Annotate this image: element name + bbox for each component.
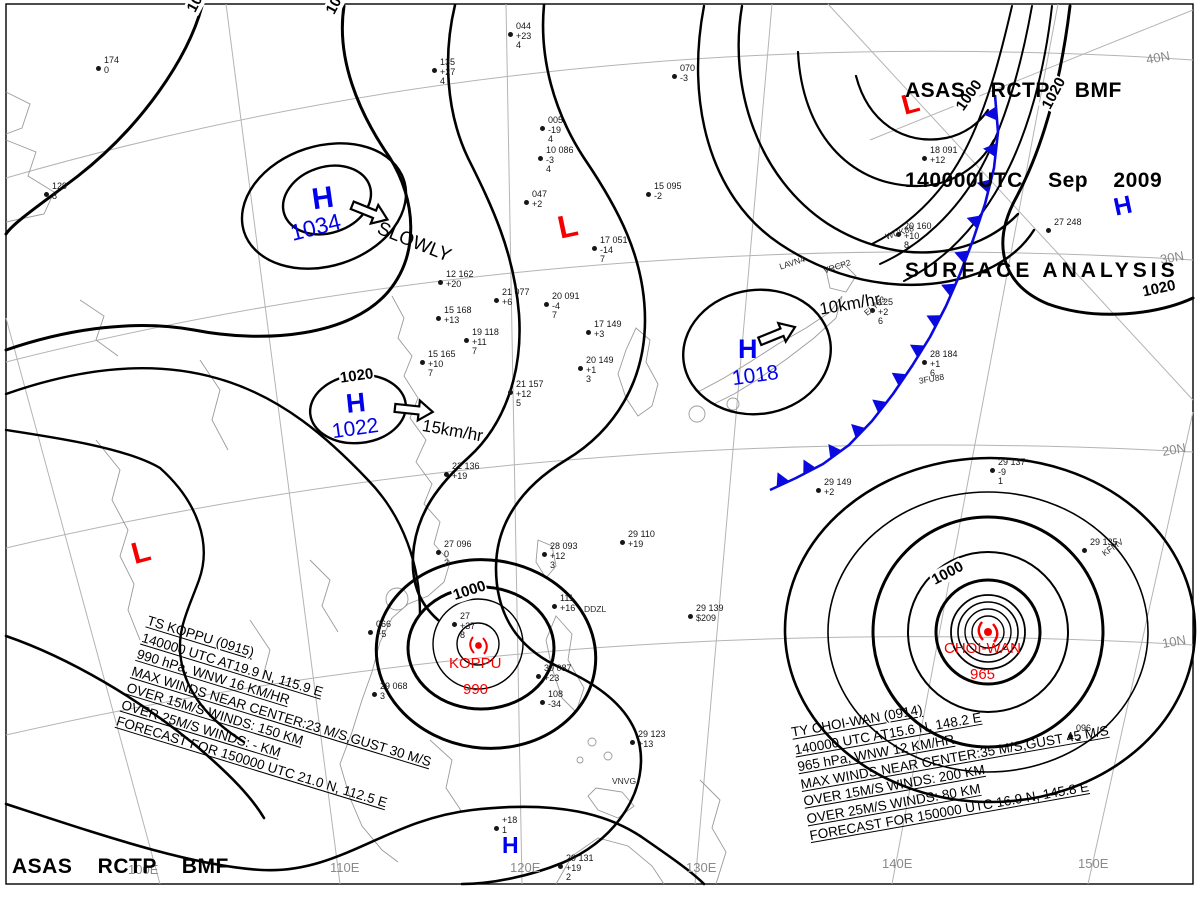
- tropical-storm-symbol: [469, 636, 488, 655]
- cold-front: [769, 94, 1000, 492]
- movement-arrow-icon: [349, 200, 390, 226]
- front-triangle-icon: [983, 143, 997, 157]
- front-triangle-icon: [872, 399, 887, 414]
- movement-arrow-icon: [393, 398, 435, 423]
- title-block-bottom-left: ASAS RCTP BMF 140000UTC Sep 2009 SURFACE…: [12, 792, 286, 900]
- map-border: [5, 3, 1194, 885]
- front-triangle-icon: [966, 215, 982, 229]
- front-triangle-icon: [851, 424, 866, 439]
- front-triangle-icon: [776, 472, 790, 487]
- title-line-3: SURFACE ANALYSIS: [905, 259, 1179, 282]
- front-triangle-icon: [976, 179, 992, 193]
- front-triangle-icon: [803, 459, 816, 475]
- title-block-top-right: ASAS RCTP BMF 140000UTC Sep 2009 SURFACE…: [905, 16, 1179, 346]
- front-triangle-icon: [983, 106, 998, 121]
- title-line-1: ASAS RCTP BMF: [12, 855, 229, 878]
- typhoon-symbol: [977, 621, 999, 643]
- front-triangle-icon: [926, 315, 942, 328]
- front-triangle-icon: [828, 444, 842, 459]
- title-line-1: ASAS RCTP BMF: [905, 79, 1122, 102]
- front-triangle-icon: [909, 344, 925, 358]
- graticule-lines: [5, 3, 1194, 885]
- front-triangle-icon: [941, 283, 956, 297]
- motion-arrows: [349, 200, 797, 423]
- coastlines: [5, 91, 857, 885]
- front-triangle-icon: [954, 250, 969, 264]
- front-triangle-icon: [891, 372, 907, 386]
- title-line-2: 140000UTC Sep 2009: [905, 169, 1163, 192]
- movement-arrow-icon: [756, 321, 797, 347]
